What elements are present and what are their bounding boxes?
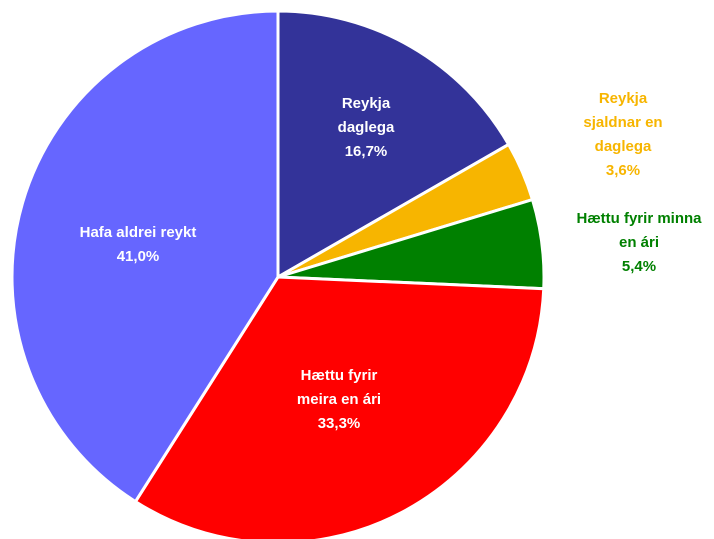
- label-text: Reykja daglega: [337, 95, 395, 136]
- pie-slice: [10, 9, 280, 504]
- slice-label: Reykja daglega 16,7%: [316, 92, 416, 164]
- label-text: Hættu fyrir minna en ári: [576, 210, 702, 251]
- label-text: 5,4%: [621, 258, 657, 275]
- slice-label: Hættu fyrir minna en ári 5,4%: [574, 207, 704, 279]
- slice-label: Hættu fyrir meira en ári 33,3%: [284, 364, 394, 436]
- pie-slice: [276, 9, 511, 280]
- label-text: 16,7%: [344, 143, 388, 160]
- slice-label: Hafa aldrei reykt 41,0%: [78, 221, 198, 269]
- label-text: 41,0%: [116, 248, 160, 265]
- label-text: Hafa aldrei reykt: [79, 224, 197, 241]
- label-text: Hættu fyrir meira en ári: [296, 367, 382, 408]
- label-text: 3,6%: [605, 162, 641, 179]
- slice-label: Reykja sjaldnar en daglega 3,6%: [573, 87, 673, 183]
- label-text: 33,3%: [317, 415, 361, 432]
- label-text: Reykja sjaldnar en daglega: [583, 90, 663, 155]
